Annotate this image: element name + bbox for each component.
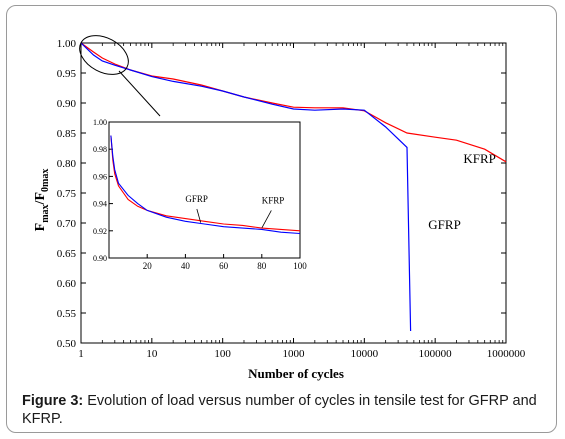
inset-y-tick-label: 1.00 [93,118,107,127]
inset-series-line-gfrp [110,135,301,235]
y-tick-label: 0.55 [57,308,77,320]
zoom-callout [79,35,161,117]
inset-y-tick-label: 0.90 [93,254,107,263]
inset-x-tick-label: 20 [143,261,153,271]
inset-annotation-kfrp: KFRP [262,196,285,206]
inset-annotations: GFRP KFRP [185,194,285,229]
inset-y-tick-label: 0.94 [93,200,107,209]
y-tick-label: 0.80 [57,158,77,170]
main-plot: 1 10 100 1000 10000 100000 1000000 0.50 0.55 0.60… [33,38,526,381]
inset-x-tick-label: 40 [181,261,191,271]
y-tick-label: 0.50 [57,338,77,350]
inset-y-tick-label: 0.92 [93,227,107,236]
y-tick-label: 1.00 [57,38,77,50]
main-series [80,42,507,332]
inset-x-tick-label: 80 [257,261,267,271]
y-tick-label: 0.70 [57,218,77,230]
x-axis-label: Number of cycles [248,366,344,381]
x-tick-label: 1000000 [487,348,526,360]
x-tick-label: 100 [214,348,231,360]
x-tick-label: 1000 [283,348,306,360]
zoom-connector [118,70,161,117]
x-tick-label: 1 [78,348,84,360]
annotation-gfrp: GFRP [428,217,461,232]
annotation-kfrp: KFRP [463,151,496,166]
inset-series [110,135,301,235]
inset-leader-kfrp [261,210,272,229]
zoom-ellipse [79,35,129,75]
inset-ticks: 20 40 60 80 100 0.90 0.92 0.94 0.96 0.98 1.00 [93,118,307,271]
x-tick-label: 10000 [351,348,379,360]
inset-plot: 20 40 60 80 100 0.90 0.92 0.94 0.96 0.98 1.00 GFRP… [93,118,307,271]
inset-y-tick-label: 0.96 [93,172,107,181]
caption-text: Evolution of load versus number of cycle… [22,393,537,427]
y-tick-label: 0.95 [57,68,77,80]
inset-x-tick-label: 100 [293,261,307,271]
y-tick-label: 0.75 [57,188,77,200]
inset-leader-gfrp [196,208,202,223]
x-tick-label: 10 [146,348,158,360]
main-annotations: KFRP GFRP [428,151,496,232]
inset-axes-box [108,121,301,259]
y-tick-label: 0.90 [57,98,77,110]
main-ticks: 1 10 100 1000 10000 100000 1000000 0.50 0.55 0.60… [57,38,526,360]
caption-label: Figure 3: [22,393,84,409]
inset-series-line-kfrp [110,135,301,232]
y-axis-label: Fmax/F0max [33,169,51,232]
series-line-gfrp [80,42,412,332]
y-tick-label: 0.85 [57,128,77,140]
y-tick-label: 0.65 [57,248,77,260]
y-tick-label: 0.60 [57,278,77,290]
figure-caption: Figure 3: Evolution of load versus numbe… [22,392,547,428]
inset-annotation-gfrp: GFRP [185,194,208,204]
inset-x-tick-label: 60 [219,261,229,271]
inset-y-tick-label: 0.98 [93,145,107,154]
series-line-kfrp [80,42,507,163]
x-tick-label: 100000 [419,348,453,360]
